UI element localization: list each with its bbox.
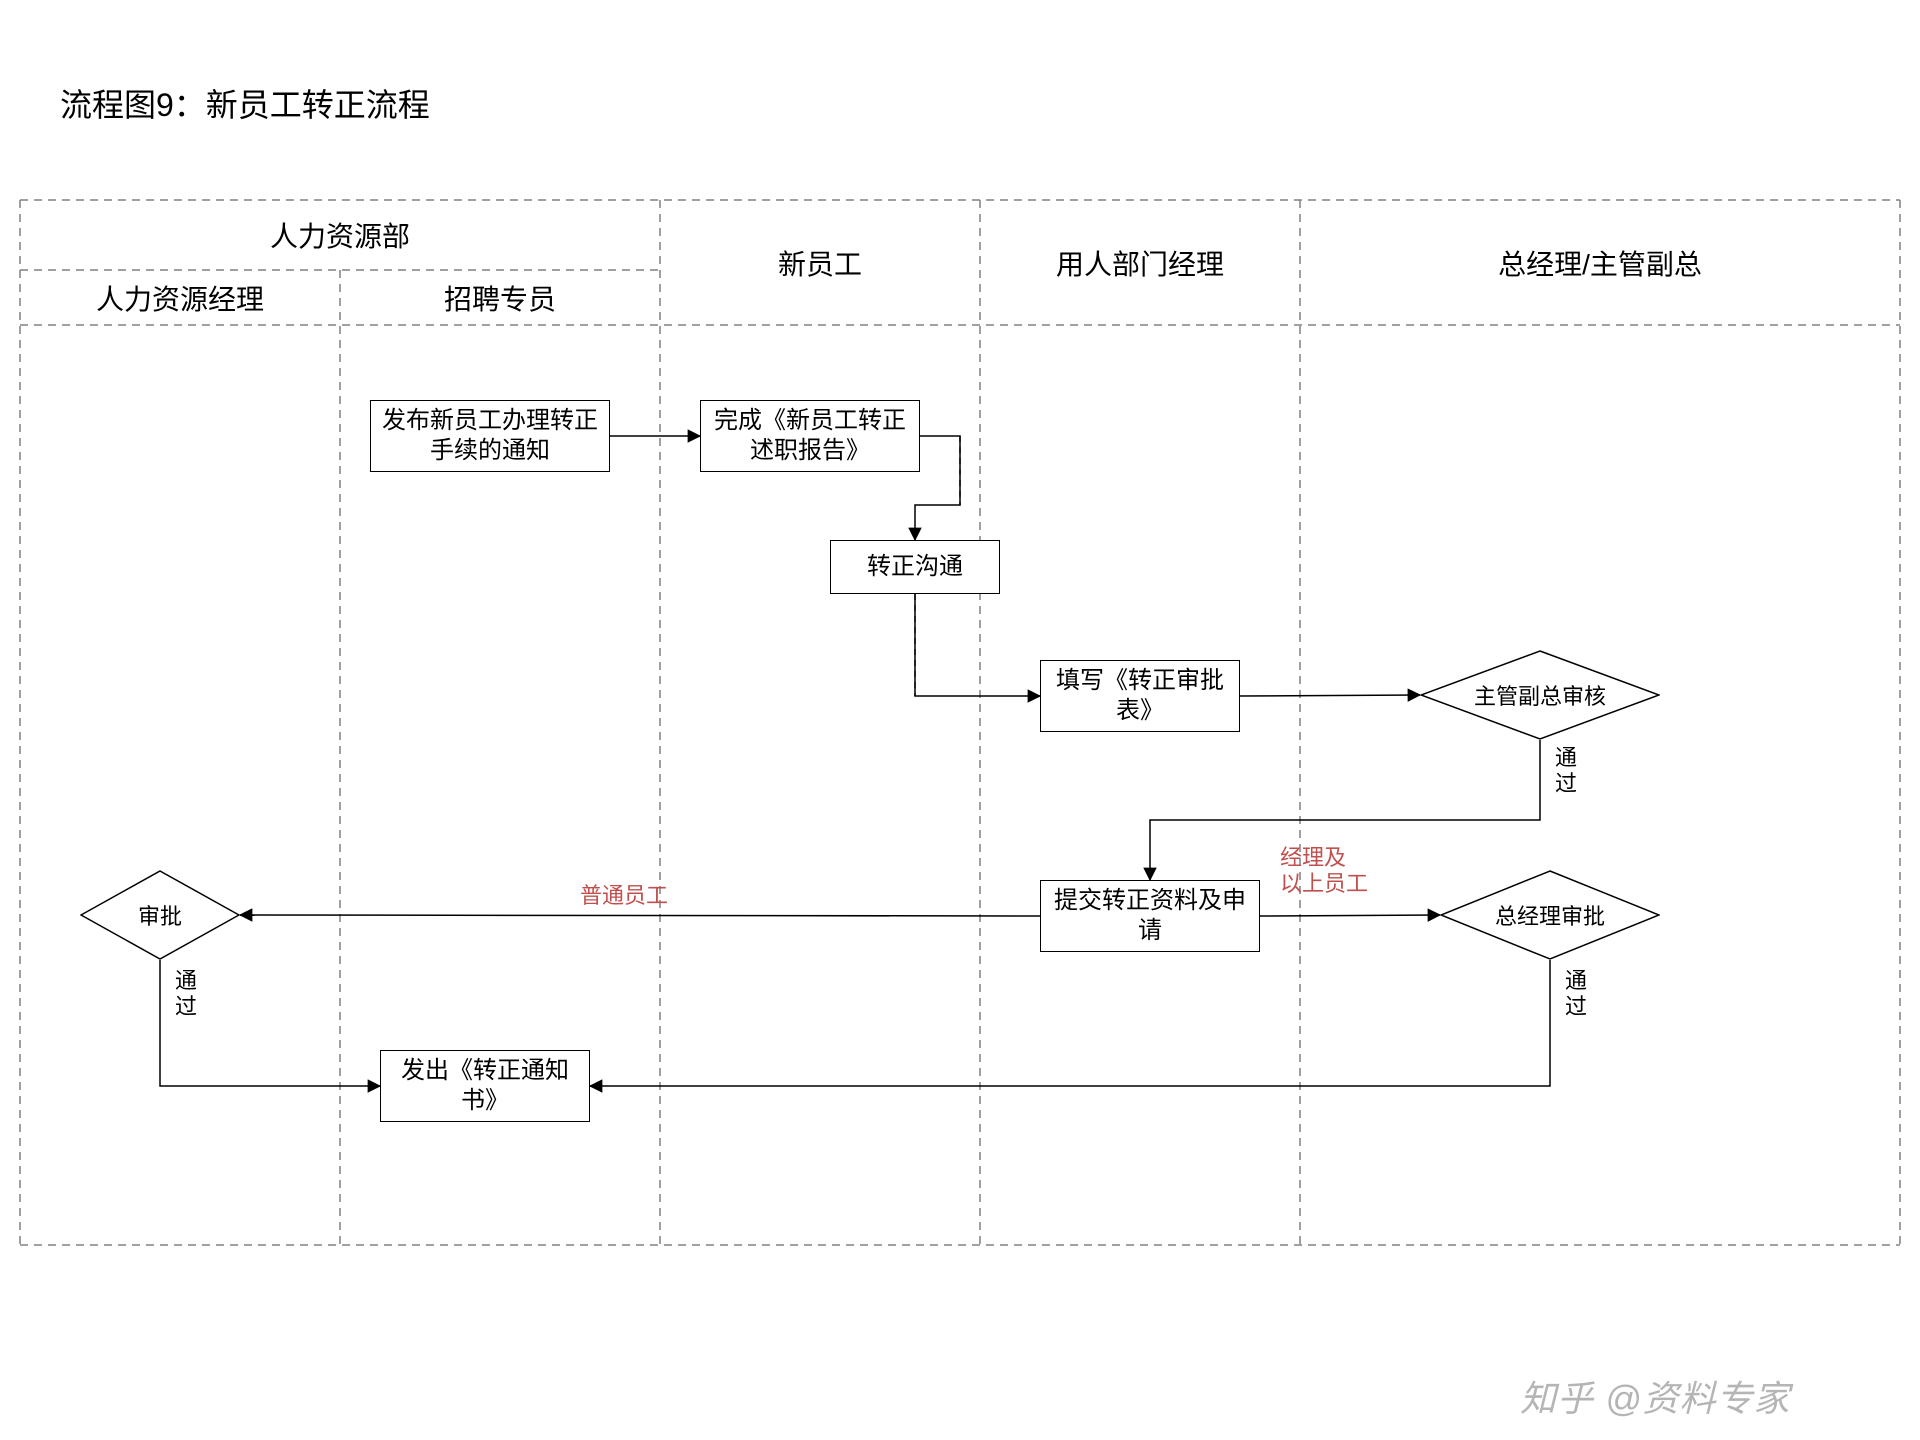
node-n3: 转正沟通 (830, 540, 1000, 594)
watermark: 知乎 @资料专家 (1520, 1370, 1791, 1422)
diagram-title: 流程图9：新员工转正流程 (60, 80, 430, 126)
edge-label-d1-n5: 通过 (1555, 745, 1577, 798)
flowchart-stage: 流程图9：新员工转正流程 人力资源部人力资源经理招聘专员新员工用人部门经理总经理… (0, 0, 1920, 1440)
edge-label-d2-n6: 通过 (1565, 968, 1587, 1021)
node-n1: 发布新员工办理转正手续的通知 (370, 400, 610, 472)
edge-label-n5-d3: 普通员工 (580, 883, 668, 909)
lane-header-hr-mgr: 人力资源经理 (20, 270, 340, 325)
lane-header-recruit: 招聘专员 (340, 270, 660, 325)
node-n5: 提交转正资料及申请 (1040, 880, 1260, 952)
node-n6: 发出《转正通知书》 (380, 1050, 590, 1122)
node-n2: 完成《新员工转正述职报告》 (700, 400, 920, 472)
node-d3: 审批 (80, 870, 240, 960)
lane-header-gm: 总经理/主管副总 (1300, 200, 1900, 325)
node-d2: 总经理审批 (1440, 870, 1660, 960)
lane-header-new_emp: 新员工 (660, 200, 980, 325)
node-d1: 主管副总审核 (1420, 650, 1660, 740)
node-n4: 填写《转正审批表》 (1040, 660, 1240, 732)
lane-header-hr-dept: 人力资源部 (20, 200, 660, 270)
edge-label-n5-d2: 经理及以上员工 (1280, 845, 1368, 898)
edge-label-d3-n6: 通过 (175, 968, 197, 1021)
lane-header-dept_mgr: 用人部门经理 (980, 200, 1300, 325)
